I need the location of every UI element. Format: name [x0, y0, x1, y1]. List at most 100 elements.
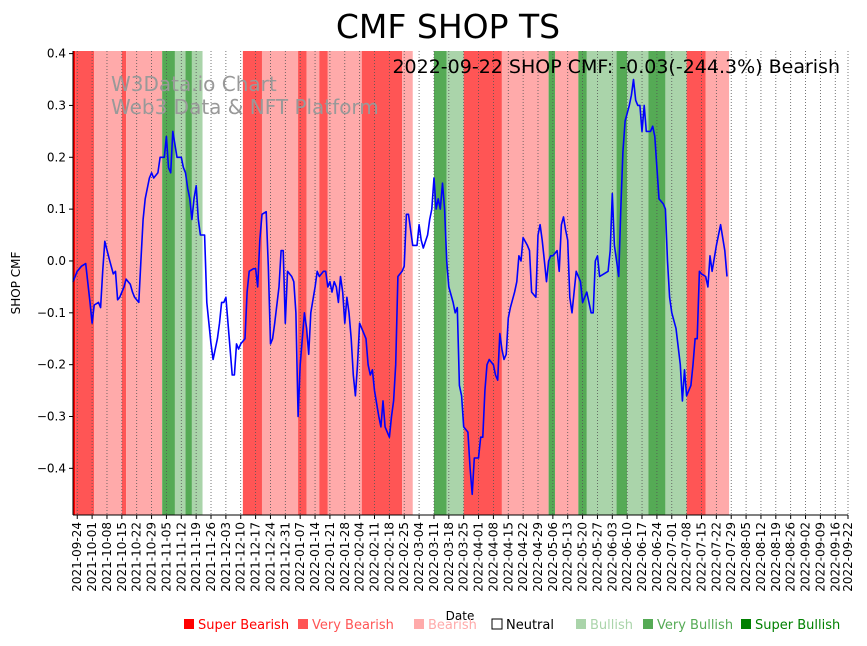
x-tick-label: 2022-07-22 — [709, 522, 723, 592]
x-tick-label: 2022-02-18 — [382, 522, 396, 592]
x-tick-label: 2021-11-26 — [204, 522, 218, 592]
x-tick-label: 2022-04-08 — [486, 522, 500, 592]
axes: 2021-09-24 2021-10-01 2021-10-08 2021-10-15… — [37, 47, 855, 592]
region-band — [705, 51, 730, 515]
legend-label: Bearish — [428, 618, 477, 633]
x-tick-label: 2022-01-21 — [323, 522, 337, 592]
x-tick-label: 2022-04-22 — [516, 522, 530, 592]
x-tick-label: 2022-03-11 — [427, 522, 441, 592]
x-tick-label: 2021-12-24 — [263, 522, 277, 592]
region-band — [242, 51, 262, 515]
x-tick-label: 2022-08-26 — [784, 522, 798, 592]
region-band — [94, 51, 122, 515]
x-tick-label: 2022-04-01 — [472, 522, 486, 592]
x-tick-label: 2022-05-13 — [561, 522, 575, 592]
legend-swatch — [576, 619, 586, 629]
x-tick-label: 2022-06-10 — [620, 522, 634, 592]
y-tick-label: 0.1 — [47, 202, 66, 216]
x-tick-label: 2021-11-12 — [174, 522, 188, 592]
x-tick-label: 2022-04-15 — [501, 522, 515, 592]
region-band — [402, 51, 413, 515]
region-band — [548, 51, 555, 515]
legend-label: Neutral — [506, 618, 554, 633]
x-tick-label: 2021-10-15 — [115, 522, 129, 592]
y-tick-label: 0.2 — [47, 150, 66, 164]
x-tick-label: 2022-01-28 — [338, 522, 352, 592]
x-tick-label: 2021-11-05 — [159, 522, 173, 592]
watermark-line-1: W3Data.io Chart — [111, 72, 277, 96]
y-tick-label: −0.3 — [37, 409, 66, 423]
x-tick-label: 2022-02-04 — [353, 522, 367, 592]
x-tick-label: 2022-02-11 — [368, 522, 382, 592]
legend-label: Very Bearish — [312, 618, 394, 633]
series-line — [72, 78, 728, 496]
legend-swatch — [414, 619, 424, 629]
y-tick-label: 0.4 — [47, 47, 66, 61]
x-tick-label: 2022-09-09 — [813, 522, 827, 592]
x-tick-label: 2022-03-04 — [412, 522, 426, 592]
x-tick-label: 2022-08-19 — [769, 522, 783, 592]
region-band — [121, 51, 127, 515]
legend-label: Super Bearish — [198, 618, 289, 633]
x-tick-label: 2022-09-22 — [841, 522, 855, 592]
region-band — [446, 51, 464, 515]
x-tick-label: 2022-03-25 — [457, 522, 471, 592]
x-tick-label: 2022-03-18 — [442, 522, 456, 592]
x-tick-label: 2022-06-24 — [650, 522, 664, 592]
x-tick-label: 2022-06-03 — [605, 522, 619, 592]
x-tick-label: 2022-07-15 — [694, 522, 708, 592]
x-tick-label: 2022-05-27 — [590, 522, 604, 592]
legend-label: Super Bullish — [755, 618, 840, 633]
region-band — [361, 51, 403, 515]
region-band — [126, 51, 163, 515]
x-tick-label: 2021-11-19 — [189, 522, 203, 592]
x-tick-label: 2022-07-29 — [724, 522, 738, 592]
region-band — [162, 51, 175, 515]
watermark-line-2: Web3 Data & NFT Platform — [111, 95, 379, 119]
x-tick-label: 2021-10-29 — [145, 522, 159, 592]
x-tick-label: 2022-07-08 — [680, 522, 694, 592]
region-band — [185, 51, 192, 515]
x-tick-label: 2022-06-17 — [635, 522, 649, 592]
x-tick-label: 2021-12-31 — [278, 522, 292, 592]
region-band — [501, 51, 549, 515]
x-tick-label: 2021-10-01 — [85, 522, 99, 592]
legend-swatch — [184, 619, 194, 629]
x-tick-label: 2021-09-24 — [70, 522, 84, 592]
x-tick-label: 2021-12-17 — [249, 522, 263, 592]
region-band — [174, 51, 186, 515]
legend: Super Bearish Very Bearish Bearish Neutral B… — [184, 618, 840, 633]
y-tick-label: −0.4 — [37, 461, 66, 475]
y-tick-label: 0.0 — [47, 254, 66, 268]
region-band — [73, 51, 76, 515]
x-tick-label: 2022-07-01 — [665, 522, 679, 592]
chart-title: CMF SHOP TS — [336, 7, 560, 46]
x-tick-label: 2021-12-03 — [219, 522, 233, 592]
region-band — [306, 51, 320, 515]
x-tick-label: 2021-10-22 — [130, 522, 144, 592]
y-axis-label: SHOP CMF — [9, 252, 23, 315]
region-band — [75, 51, 95, 515]
region-band — [433, 51, 447, 515]
region-band — [191, 51, 203, 515]
x-tick-label: 2022-04-29 — [531, 522, 545, 592]
y-tick-label: −0.2 — [37, 358, 66, 372]
series-line-group — [72, 78, 728, 496]
legend-label: Very Bullish — [657, 618, 733, 633]
region-band — [298, 51, 307, 515]
region-band — [616, 51, 628, 515]
x-tick-label: 2022-01-07 — [293, 522, 307, 592]
x-tick-label: 2022-09-16 — [828, 522, 842, 592]
sentiment-regions — [73, 51, 730, 515]
x-tick-label: 2022-02-25 — [397, 522, 411, 592]
region-band — [627, 51, 649, 515]
x-tick-label: 2022-08-12 — [754, 522, 768, 592]
x-tick-label: 2022-08-05 — [739, 522, 753, 592]
x-tick-label: 2022-05-20 — [576, 522, 590, 592]
legend-swatch — [298, 619, 308, 629]
x-tick-label: 2022-01-14 — [308, 522, 322, 592]
x-tick-label: 2022-05-06 — [546, 522, 560, 592]
y-tick-label: −0.1 — [37, 306, 66, 320]
legend-swatch — [491, 618, 503, 630]
